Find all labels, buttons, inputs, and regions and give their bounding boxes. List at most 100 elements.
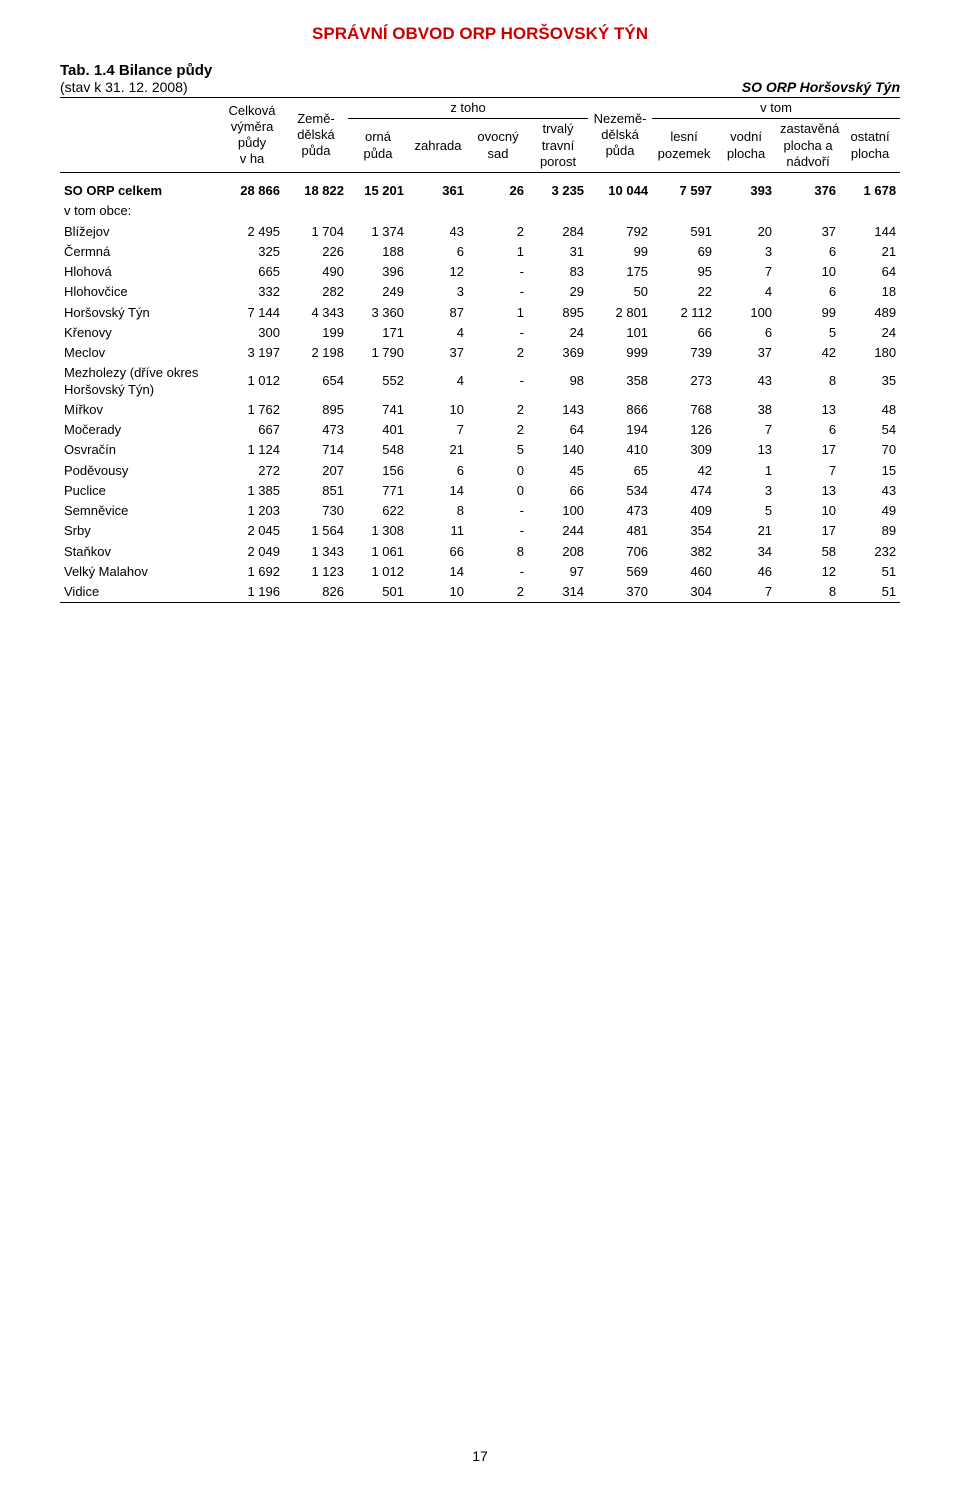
- row-label: Močerady: [60, 420, 220, 440]
- cell: 21: [716, 521, 776, 541]
- cell: 64: [840, 262, 900, 282]
- cell: 1 123: [284, 562, 348, 582]
- cell: 2: [468, 222, 528, 242]
- cell: 199: [284, 323, 348, 343]
- cell: 2 045: [220, 521, 284, 541]
- col-trvaly: trvalýtravníporost: [528, 119, 588, 173]
- cell: 314: [528, 582, 588, 603]
- cell: 730: [284, 501, 348, 521]
- cell: 792: [588, 222, 652, 242]
- cell: 100: [528, 501, 588, 521]
- row-label: Staňkov: [60, 542, 220, 562]
- cell: 2 801: [588, 303, 652, 323]
- row-label: Čermná: [60, 242, 220, 262]
- cell: 10: [776, 262, 840, 282]
- cell: 2 198: [284, 343, 348, 363]
- cell: 1 385: [220, 481, 284, 501]
- cell: 1 374: [348, 222, 408, 242]
- cell: 569: [588, 562, 652, 582]
- cell: [348, 201, 408, 221]
- cell: 26: [468, 173, 528, 202]
- cell: 95: [652, 262, 716, 282]
- cell: 2: [468, 343, 528, 363]
- cell: 54: [840, 420, 900, 440]
- cell: [776, 201, 840, 221]
- cell: 49: [840, 501, 900, 521]
- cell: 65: [588, 461, 652, 481]
- cell: 20: [716, 222, 776, 242]
- cell: [220, 201, 284, 221]
- cell: 232: [840, 542, 900, 562]
- cell: 654: [284, 363, 348, 400]
- cell: 100: [716, 303, 776, 323]
- table-row: Blížejov2 4951 7041 37443228479259120371…: [60, 222, 900, 242]
- cell: -: [468, 562, 528, 582]
- cell: 6: [408, 461, 468, 481]
- cell: 410: [588, 440, 652, 460]
- cell: 21: [408, 440, 468, 460]
- cell: 8: [776, 582, 840, 603]
- cell: 180: [840, 343, 900, 363]
- row-label: Mezholezy (dříve okresHoršovský Týn): [60, 363, 220, 400]
- cell: 4: [408, 363, 468, 400]
- cell: 7: [408, 420, 468, 440]
- cell: 1 343: [284, 542, 348, 562]
- cell: 489: [840, 303, 900, 323]
- cell: 7 597: [652, 173, 716, 202]
- cell: 6: [408, 242, 468, 262]
- row-label: Křenovy: [60, 323, 220, 343]
- cell: 15 201: [348, 173, 408, 202]
- cell: 4: [716, 282, 776, 302]
- subtitle-left: (stav k 31. 12. 2008): [60, 79, 188, 95]
- table-row: Mezholezy (dříve okresHoršovský Týn)1 01…: [60, 363, 900, 400]
- cell: 6: [776, 242, 840, 262]
- table-row: Velký Malahov1 6921 1231 01214-975694604…: [60, 562, 900, 582]
- cell: 140: [528, 440, 588, 460]
- cell: [588, 201, 652, 221]
- cell: 358: [588, 363, 652, 400]
- cell: [840, 201, 900, 221]
- cell: 332: [220, 282, 284, 302]
- row-label: Hlohovčice: [60, 282, 220, 302]
- cell: 43: [716, 363, 776, 400]
- cell: 460: [652, 562, 716, 582]
- cell: 309: [652, 440, 716, 460]
- cell: 10: [408, 582, 468, 603]
- cell: 284: [528, 222, 588, 242]
- cell: 665: [220, 262, 284, 282]
- cell: 144: [840, 222, 900, 242]
- cell: 171: [348, 323, 408, 343]
- cell: [408, 201, 468, 221]
- table-row: SO ORP celkem28 86618 82215 201361263 23…: [60, 173, 900, 202]
- row-label: Srby: [60, 521, 220, 541]
- table-row: Vidice1 1968265011023143703047851: [60, 582, 900, 603]
- cell: 143: [528, 400, 588, 420]
- row-label: Hlohová: [60, 262, 220, 282]
- cell: 24: [840, 323, 900, 343]
- cell: 1: [716, 461, 776, 481]
- cell: 481: [588, 521, 652, 541]
- cell: 771: [348, 481, 408, 501]
- cell: 194: [588, 420, 652, 440]
- cell: 21: [840, 242, 900, 262]
- cell: 5: [468, 440, 528, 460]
- table-row: v tom obce:: [60, 201, 900, 221]
- cell: 534: [588, 481, 652, 501]
- table-row: Srby2 0451 5641 30811-244481354211789: [60, 521, 900, 541]
- col-ovocny: ovocnýsad: [468, 119, 528, 173]
- cell: 34: [716, 542, 776, 562]
- table-row: Staňkov2 0491 3431 061668208706382345823…: [60, 542, 900, 562]
- cell: 6: [776, 282, 840, 302]
- row-label: Vidice: [60, 582, 220, 603]
- table-row: Hlohová66549039612-831759571064: [60, 262, 900, 282]
- cell: 37: [776, 222, 840, 242]
- row-label: SO ORP celkem: [60, 173, 220, 202]
- col-group-ztoho: z toho: [348, 98, 588, 119]
- cell: 3: [408, 282, 468, 302]
- cell: 6: [716, 323, 776, 343]
- cell: [528, 201, 588, 221]
- cell: 2 049: [220, 542, 284, 562]
- cell: -: [468, 363, 528, 400]
- cell: 244: [528, 521, 588, 541]
- cell: 1 790: [348, 343, 408, 363]
